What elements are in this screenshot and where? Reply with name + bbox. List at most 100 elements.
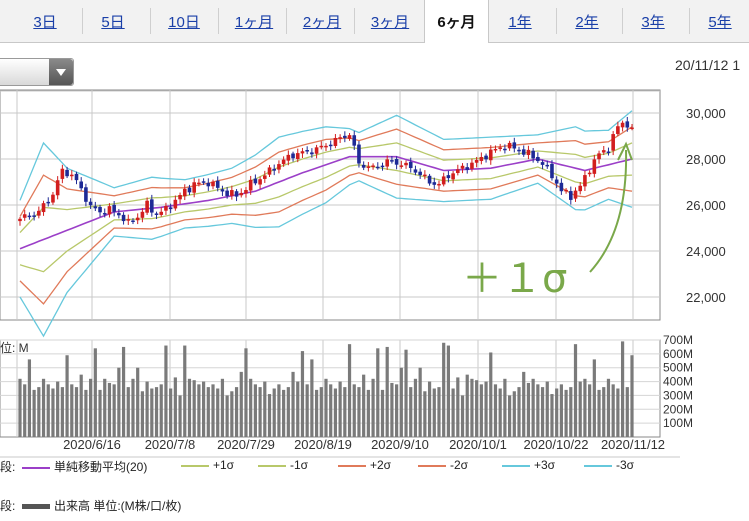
tab-10[interactable]: 3年 (641, 14, 665, 31)
candle-body (371, 165, 375, 167)
volume-bar (376, 348, 380, 437)
candle-body (197, 182, 201, 185)
candle-body (112, 204, 116, 212)
candle-body (587, 172, 592, 175)
volume-bar (112, 384, 116, 437)
indicator-dropdown[interactable] (0, 58, 74, 86)
legend-prefix: 段: (0, 460, 16, 474)
candle-body (564, 189, 568, 192)
candle-body (569, 191, 573, 200)
candle-body (27, 215, 32, 218)
candle-body (88, 201, 93, 206)
volume-bar (239, 371, 243, 437)
volume-bar (126, 387, 130, 437)
candle-body (206, 182, 211, 187)
legend-swatch (584, 464, 612, 467)
tab-8[interactable]: 1年 (508, 14, 532, 31)
legend-prefix: 段: (0, 499, 16, 513)
volume-bar (131, 378, 135, 437)
price-tick-label: 22,000 (686, 290, 726, 305)
minus3-sigma-line (19, 180, 633, 338)
candle-body (182, 188, 187, 197)
candle-body (187, 187, 192, 193)
legend-swatch (418, 464, 446, 467)
candle-body (215, 180, 220, 188)
annotation-arrow (589, 149, 628, 273)
volume-bar (460, 395, 465, 437)
tab-2[interactable]: 5日 (101, 14, 125, 31)
legend-swatch (502, 464, 530, 467)
volume-bar (395, 384, 399, 437)
volume-bar (559, 384, 563, 437)
volume-bar (456, 377, 460, 437)
volume-bar (74, 387, 79, 437)
candle-body (324, 145, 328, 148)
candle-body (173, 199, 178, 209)
chevron-down-icon[interactable] (49, 59, 73, 85)
legend-item: +2σ (338, 458, 391, 472)
tab-9[interactable]: 2年 (575, 14, 599, 31)
annotation-arrowhead (617, 141, 633, 161)
volume-bar (338, 381, 342, 437)
volume-tick-label: 300M (663, 388, 693, 402)
volume-bar (197, 384, 201, 437)
volume-bar (578, 381, 582, 437)
legend-item: +3σ (502, 458, 555, 472)
x-tick-label: 2020/7/29 (217, 437, 275, 452)
tab-7[interactable]: 6ヶ月 (424, 0, 489, 43)
legend-item: -3σ (584, 458, 634, 472)
volume-bar (484, 381, 488, 437)
volume-bar (37, 387, 41, 437)
candle-body (121, 214, 126, 222)
candle-body (135, 217, 140, 221)
volume-bar (230, 391, 234, 437)
volume-bar (192, 380, 196, 437)
price-tick-label: 30,000 (686, 106, 726, 121)
candle-body (554, 179, 559, 184)
tab-11[interactable]: 5年 (708, 14, 732, 31)
sigma-annotation: ＋１σ (462, 256, 567, 302)
tab-6[interactable]: 3ヶ月 (370, 14, 410, 31)
volume-bar (117, 367, 121, 437)
tab-separator (150, 8, 151, 34)
volume-bar (150, 388, 154, 437)
volume-bar (291, 371, 295, 437)
volume-bar (517, 387, 521, 437)
tab-3[interactable]: 10日 (168, 14, 200, 31)
volume-bar (550, 394, 554, 437)
volume-bar (324, 378, 328, 437)
candle-body (573, 190, 578, 199)
legend-label: -3σ (616, 458, 635, 472)
volume-bar (630, 355, 634, 437)
volume-bar (84, 389, 88, 437)
volume-bar (573, 344, 578, 437)
candle-body (550, 163, 554, 179)
candle-body (493, 148, 498, 151)
volume-bar (489, 352, 493, 437)
candle-body (102, 213, 107, 215)
volume-bar (173, 377, 177, 437)
volume-bar (314, 389, 319, 437)
volume-bar (272, 388, 276, 437)
volume-bar (23, 384, 27, 437)
volume-bar (442, 342, 446, 437)
candle-body (559, 182, 564, 192)
candle-body (65, 169, 69, 177)
volume-bar (234, 387, 239, 437)
volume-bar (437, 387, 441, 437)
tab-1[interactable]: 3日 (33, 14, 57, 31)
tab-separator (218, 8, 219, 34)
volume-bar (282, 389, 286, 437)
legend-row-2: 段: (0, 497, 15, 514)
candle-body (305, 150, 309, 152)
tab-5[interactable]: 2ヶ月 (302, 14, 342, 31)
volume-bar (136, 367, 140, 437)
candle-body (601, 150, 606, 153)
tab-4[interactable]: 1ヶ月 (234, 14, 274, 31)
candle-body (625, 121, 630, 128)
x-tick-label: 2020/10/22 (523, 437, 588, 452)
tab-separator (622, 8, 623, 34)
minus2-sigma-line (19, 172, 633, 305)
volume-bar (343, 387, 347, 437)
volume-bar (32, 389, 36, 437)
